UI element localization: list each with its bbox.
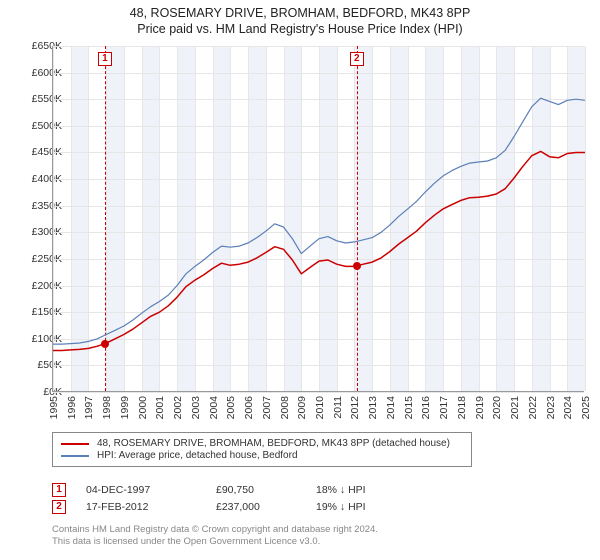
xtick-label: 2002	[172, 396, 184, 419]
xtick-label: 2008	[279, 396, 291, 419]
gridline-h	[53, 392, 584, 393]
xtick-label: 1998	[101, 396, 113, 419]
xtick-label: 2023	[545, 396, 557, 419]
footer: Contains HM Land Registry data © Crown c…	[52, 524, 572, 548]
events-table: 1 04-DEC-1997£90,75018% ↓ HPI 2 17-FEB-2012…	[52, 480, 552, 517]
xtick-label: 2007	[261, 396, 273, 419]
legend-row-hpi: HPI: Average price, detached house, Bedf…	[61, 450, 463, 461]
xtick-label: 2018	[456, 396, 468, 419]
xtick-label: 2011	[332, 396, 344, 419]
footer-line1: Contains HM Land Registry data © Crown c…	[52, 524, 572, 536]
xtick-label: 2010	[314, 396, 326, 419]
legend-swatch-price-paid	[61, 443, 89, 445]
legend-swatch-hpi	[61, 455, 89, 457]
xtick-label: 1995	[48, 396, 60, 419]
legend: 48, ROSEMARY DRIVE, BROMHAM, BEDFORD, MK…	[52, 432, 472, 467]
chart-container: 48, ROSEMARY DRIVE, BROMHAM, BEDFORD, MK…	[0, 0, 600, 560]
xtick-label: 2009	[296, 396, 308, 419]
event-marker: 1	[98, 52, 112, 66]
xtick-label: 2005	[225, 396, 237, 419]
xtick-label: 2015	[403, 396, 415, 419]
xtick-label: 2000	[137, 396, 149, 419]
series-hpi	[53, 98, 585, 344]
legend-label-hpi: HPI: Average price, detached house, Bedf…	[97, 450, 298, 461]
xtick-label: 1997	[83, 396, 95, 419]
chart-area: 12 1995199619971998199920002001200220032…	[52, 46, 584, 392]
xtick-label: 2016	[420, 396, 432, 419]
xtick-label: 2024	[562, 396, 574, 419]
event-price: £90,750	[216, 484, 316, 496]
event-marker: 2	[350, 52, 364, 66]
xtick-label: 2022	[527, 396, 539, 419]
xtick-label: 2017	[438, 396, 450, 419]
event-row: 1 04-DEC-1997£90,75018% ↓ HPI	[52, 483, 552, 497]
series-svg	[53, 46, 585, 392]
xtick-label: 1999	[119, 396, 131, 419]
event-row: 2 17-FEB-2012£237,00019% ↓ HPI	[52, 500, 552, 514]
event-data-point	[353, 262, 361, 270]
xtick-label: 2003	[190, 396, 202, 419]
xtick-label: 2021	[509, 396, 521, 419]
title-subtitle: Price paid vs. HM Land Registry's House …	[10, 22, 590, 36]
event-pct: 18% ↓ HPI	[316, 484, 396, 496]
event-row-marker: 2	[52, 500, 66, 514]
xtick-label: 1996	[66, 396, 78, 419]
event-row-marker: 1	[52, 483, 66, 497]
xtick-label: 2025	[580, 396, 592, 419]
xtick-label: 2001	[154, 396, 166, 419]
xtick-label: 2006	[243, 396, 255, 419]
plot-area: 12	[52, 46, 584, 392]
gridline-v	[585, 46, 586, 391]
title-address: 48, ROSEMARY DRIVE, BROMHAM, BEDFORD, MK…	[10, 6, 590, 20]
footer-line2: This data is licensed under the Open Gov…	[52, 536, 572, 548]
xtick-label: 2012	[349, 396, 361, 419]
xtick-label: 2019	[474, 396, 486, 419]
legend-label-price-paid: 48, ROSEMARY DRIVE, BROMHAM, BEDFORD, MK…	[97, 438, 450, 449]
title-block: 48, ROSEMARY DRIVE, BROMHAM, BEDFORD, MK…	[0, 0, 600, 38]
xtick-label: 2014	[385, 396, 397, 419]
xtick-label: 2020	[491, 396, 503, 419]
event-date: 04-DEC-1997	[86, 484, 216, 496]
xtick-label: 2013	[367, 396, 379, 419]
legend-row-price-paid: 48, ROSEMARY DRIVE, BROMHAM, BEDFORD, MK…	[61, 438, 463, 449]
event-pct: 19% ↓ HPI	[316, 501, 396, 513]
event-data-point	[101, 340, 109, 348]
xtick-label: 2004	[208, 396, 220, 419]
event-date: 17-FEB-2012	[86, 501, 216, 513]
event-price: £237,000	[216, 501, 316, 513]
